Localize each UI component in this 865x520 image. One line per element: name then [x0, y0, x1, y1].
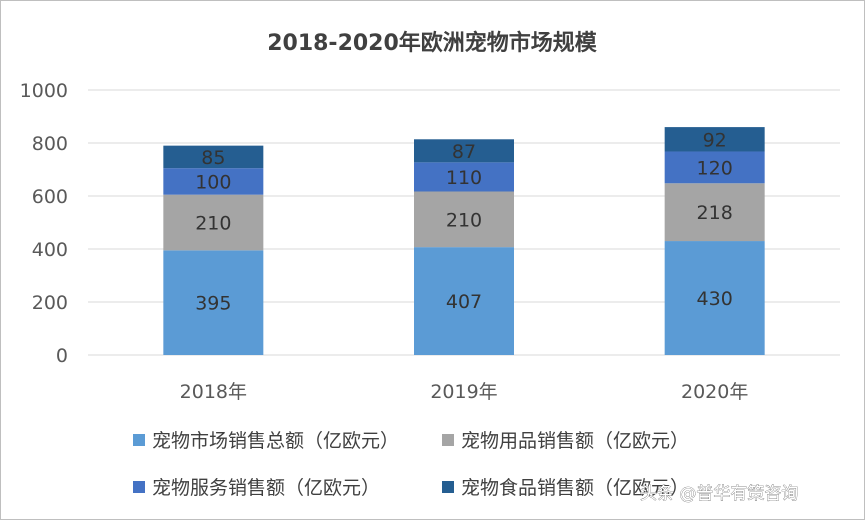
bar-segment	[664, 151, 765, 184]
watermark-text: 头条 @普华有策咨询	[640, 484, 798, 504]
y-tick-label: 400	[32, 239, 68, 261]
data-label: 100	[195, 171, 231, 193]
bar-segment	[163, 145, 264, 169]
data-label: 120	[697, 157, 733, 179]
data-label: 210	[446, 209, 482, 231]
data-label: 430	[697, 288, 733, 310]
legend-swatch	[442, 481, 454, 493]
x-axis: 2018年 2019年 2020年	[180, 381, 749, 403]
legend-item-supplies[interactable]: 宠物用品销售额（亿欧元）	[442, 430, 689, 452]
legend-label: 宠物服务销售额（亿欧元）	[152, 477, 380, 499]
x-tick-label: 2019年	[430, 381, 497, 403]
data-label: 218	[697, 202, 733, 224]
legend-label: 宠物食品销售额（亿欧元）	[461, 477, 689, 499]
data-label: 407	[446, 291, 482, 313]
legend-label: 宠物市场销售总额（亿欧元）	[152, 430, 399, 452]
x-tick-label: 2018年	[180, 381, 247, 403]
bar-segment	[414, 247, 514, 355]
bar-segment	[414, 162, 514, 192]
data-label: 110	[446, 167, 482, 189]
bar-segment	[414, 139, 514, 163]
legend-swatch	[442, 434, 454, 446]
legend-item-services[interactable]: 宠物服务销售额（亿欧元）	[133, 477, 380, 499]
legend-swatch	[133, 434, 145, 446]
data-label: 92	[703, 129, 727, 151]
legend-label: 宠物用品销售额（亿欧元）	[461, 430, 689, 452]
bar-segment	[664, 183, 765, 242]
bar-segment	[664, 241, 765, 355]
bar-segment	[414, 191, 514, 248]
chart-title: 2018-2020年欧洲宠物市场规模	[267, 30, 598, 56]
legend-swatch	[133, 481, 145, 493]
bar-segment	[163, 250, 264, 355]
bar-segment	[163, 194, 264, 251]
legend: 宠物市场销售总额（亿欧元） 宠物用品销售额（亿欧元） 宠物服务销售额（亿欧元） …	[133, 430, 689, 499]
data-label: 85	[201, 147, 225, 169]
y-tick-label: 0	[56, 345, 68, 367]
data-label: 395	[195, 293, 231, 315]
y-tick-label: 1000	[20, 80, 68, 102]
legend-item-food[interactable]: 宠物食品销售额（亿欧元）	[442, 477, 689, 499]
y-tick-label: 600	[32, 186, 68, 208]
x-tick-label: 2020年	[681, 381, 748, 403]
y-tick-label: 800	[32, 133, 68, 155]
data-label: 87	[452, 141, 476, 163]
bar-segment	[163, 168, 264, 195]
bar-segment	[664, 127, 765, 152]
legend-item-total[interactable]: 宠物市场销售总额（亿欧元）	[133, 430, 399, 452]
y-axis: 0 200 400 600 800 1000	[20, 80, 68, 367]
data-label: 210	[195, 213, 231, 235]
y-tick-label: 200	[32, 292, 68, 314]
